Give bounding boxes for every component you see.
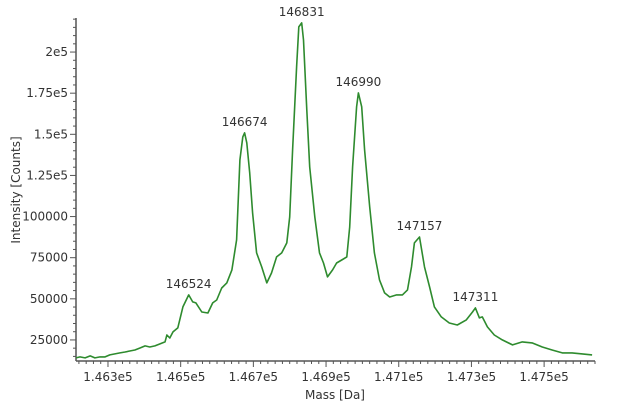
y-tick-label: 25000 bbox=[30, 333, 68, 347]
y-tick-label: 2e5 bbox=[45, 45, 68, 59]
peak-label: 147311 bbox=[453, 290, 499, 304]
y-axis-label: Intensity [Counts] bbox=[9, 136, 23, 243]
x-tick-label: 1.473e5 bbox=[447, 370, 496, 384]
y-tick-label: 50000 bbox=[30, 292, 68, 306]
peak-labels: 146524 146674 146831 146990 147157 147311 bbox=[166, 5, 499, 304]
x-axis-ticks: 1.463e5 1.465e5 1.467e5 1.469e5 1.471e5 1.473… bbox=[78, 361, 596, 384]
x-tick-label: 1.471e5 bbox=[374, 370, 423, 384]
y-tick-label: 75000 bbox=[30, 251, 68, 265]
peak-label: 146831 bbox=[279, 5, 325, 19]
spectrum-line bbox=[75, 22, 593, 359]
y-tick-label: 100000 bbox=[22, 210, 68, 224]
x-tick-label: 1.467e5 bbox=[229, 370, 278, 384]
y-tick-label: 1.5e5 bbox=[34, 127, 68, 141]
x-tick-label: 1.465e5 bbox=[156, 370, 205, 384]
x-tick-label: 1.463e5 bbox=[83, 370, 132, 384]
y-tick-label: 1.25e5 bbox=[26, 168, 68, 182]
peak-label: 146524 bbox=[166, 277, 212, 291]
x-tick-label: 1.475e5 bbox=[519, 370, 568, 384]
peak-label: 146990 bbox=[335, 75, 381, 89]
x-axis-label: Mass [Da] bbox=[305, 388, 365, 402]
peak-label: 146674 bbox=[222, 115, 268, 129]
peak-label: 147157 bbox=[397, 219, 443, 233]
x-tick-label: 1.469e5 bbox=[301, 370, 350, 384]
y-axis-ticks: 25000 50000 75000 100000 1.25e5 1.5e5 1.75e5 2e… bbox=[22, 18, 76, 357]
y-tick-label: 1.75e5 bbox=[26, 86, 68, 100]
